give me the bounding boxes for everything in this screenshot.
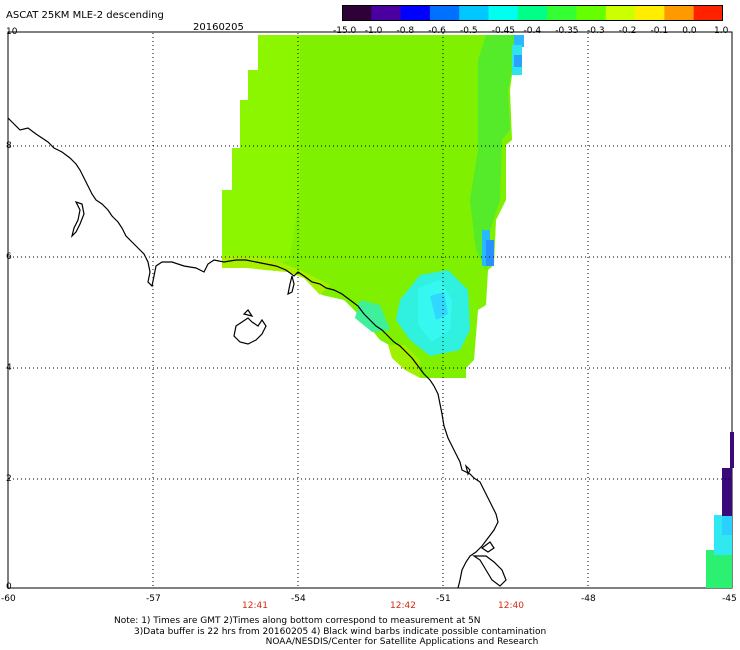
colorbar-swatch: [693, 5, 723, 21]
swath-main: [222, 35, 524, 378]
x-tick--45: -45: [722, 594, 737, 604]
colorbar-label: -0.8: [396, 26, 415, 36]
y-tick-10: 10: [6, 27, 18, 37]
colorbar-label: -0.2: [618, 26, 637, 36]
time-label: 12:41: [242, 601, 268, 611]
coastline: [7, 117, 507, 589]
x-tick--54: -54: [291, 594, 306, 604]
grid: [9, 33, 731, 587]
note-line: NOAA/NESDIS/Center for Satellite Applica…: [114, 637, 539, 647]
colorbar-swatch: [547, 5, 577, 21]
plot-frame: [7, 31, 733, 589]
note-line: 3)Data buffer is 22 hrs from 20160205 4)…: [114, 626, 547, 637]
time-label: 12:42: [390, 601, 416, 611]
colorbar-swatch: [459, 5, 490, 21]
time-label: 12:40: [498, 601, 524, 611]
colorbar-label: -0.1: [650, 26, 669, 36]
colorbar-label: -1.0: [364, 26, 383, 36]
x-tick--57: -57: [146, 594, 161, 604]
colorbar-swatch: [400, 5, 431, 21]
x-tick--48: -48: [581, 594, 596, 604]
colorbar-swatch: [635, 5, 665, 21]
colorbar-label: -0.4: [523, 26, 542, 36]
chart-title: ASCAT 25KM MLE-2 descending: [6, 10, 164, 21]
note-line: Note: 1) Times are GMT 2)Times along bot…: [114, 616, 481, 626]
colorbar-label: -0.6: [428, 26, 446, 36]
colorbar-label: 1.0: [714, 26, 729, 36]
colorbar-label: -0.3: [587, 26, 605, 36]
colorbar: [342, 5, 723, 21]
chart-date: 20160205: [193, 22, 244, 33]
colorbar-swatch: [605, 5, 636, 21]
colorbar-label: -0.35: [555, 26, 579, 36]
colorbar-swatch: [664, 5, 695, 21]
island: [233, 309, 267, 345]
colorbar-swatch: [429, 5, 460, 21]
colorbar-label: -0.5: [460, 26, 478, 36]
colorbar-label: -15.0: [333, 26, 357, 36]
x-tick--60: -60: [1, 594, 16, 604]
y-tick-8: 8: [6, 141, 12, 151]
colorbar-swatch: [342, 5, 372, 21]
colorbar-swatch: [517, 5, 548, 21]
y-tick-2: 2: [6, 474, 12, 484]
x-tick--51: -51: [436, 594, 451, 604]
colorbar-swatch: [371, 5, 402, 21]
footnotes: Note: 1) Times are GMT 2)Times along bot…: [114, 616, 546, 648]
colorbar-swatch: [488, 5, 519, 21]
swath-right: [706, 432, 734, 588]
colorbar-label: 0.0: [682, 26, 697, 36]
colorbar-swatch: [576, 5, 607, 21]
y-tick-4: 4: [6, 363, 12, 373]
y-tick-6: 6: [6, 252, 12, 262]
colorbar-label: -0.45: [491, 26, 516, 36]
y-tick-0: 0: [6, 582, 12, 592]
